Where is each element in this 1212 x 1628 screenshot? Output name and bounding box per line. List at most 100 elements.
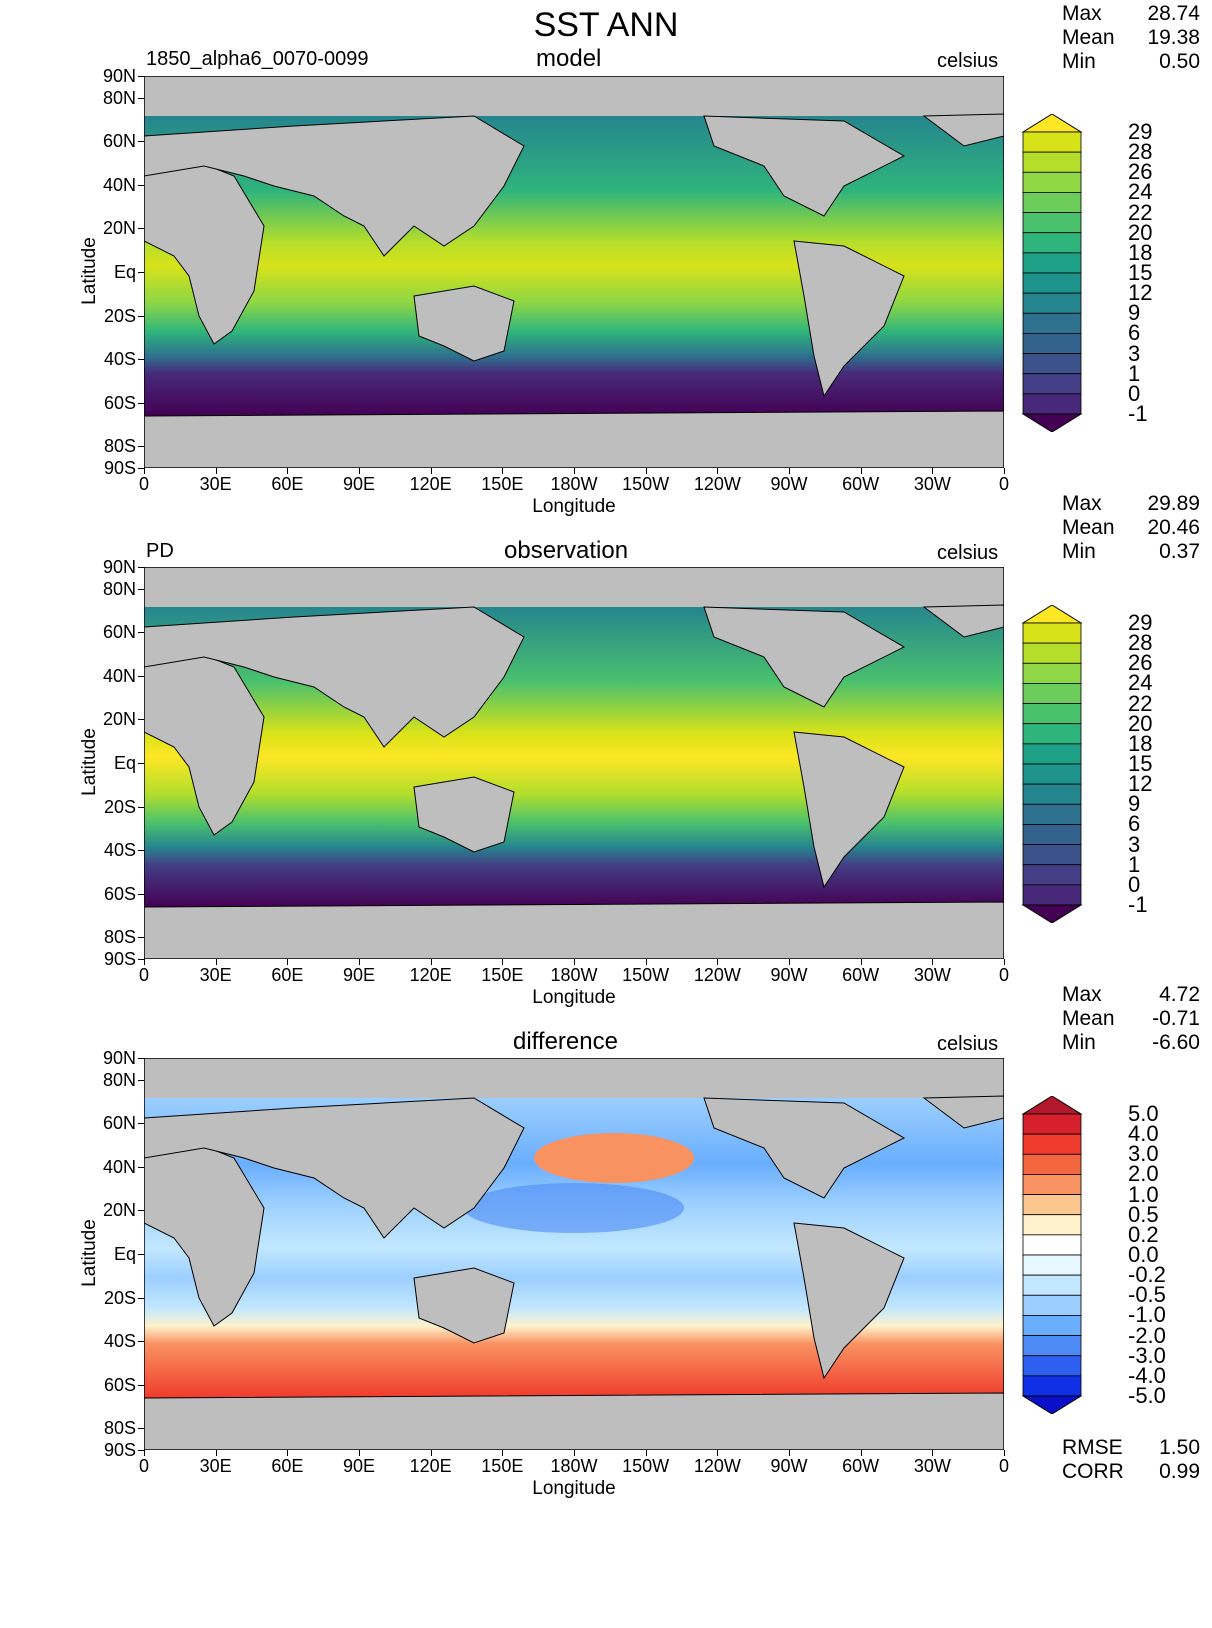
lat-tick-mark (138, 937, 144, 939)
panel-title-difference: difference (513, 1028, 618, 1055)
map-observation (144, 567, 1004, 959)
lat-tick-label: Eq (113, 1244, 136, 1264)
y-axis-title: Latitude (79, 1219, 100, 1287)
colorbar-label: 9 (1128, 300, 1141, 326)
lat-tick-mark (138, 763, 144, 764)
lon-tick-mark (359, 468, 360, 474)
colorbar-label: 3 (1128, 831, 1141, 857)
colorbar-label: 15 (1128, 751, 1153, 776)
lon-tick-label: 60E (271, 1456, 304, 1476)
lat-tick-label: 90S (103, 458, 136, 478)
lon-tick-label: 90W (770, 1456, 808, 1476)
lat-tick-label: 90N (102, 557, 136, 577)
lon-tick-mark (860, 1450, 862, 1456)
lat-tick-label: 20N (102, 218, 136, 239)
lon-tick-label: 180W (550, 474, 598, 494)
lon-tick-label: 0 (998, 474, 1009, 494)
colorbar-label: 12 (1128, 771, 1153, 797)
lat-tick-label: 90N (102, 1048, 136, 1068)
lon-tick-mark (932, 1450, 934, 1456)
colorbar-label: 5.0 (1128, 1101, 1159, 1126)
colorbar-swatch (1022, 212, 1082, 234)
lon-tick-mark (287, 468, 289, 474)
lon-tick-mark (215, 468, 217, 474)
lat-tick-mark (138, 1341, 144, 1343)
colorbar-swatch (1022, 312, 1082, 334)
lon-tick-label: 120W (693, 965, 741, 985)
lat-tick-mark (138, 402, 144, 404)
colorbar-swatch (1022, 803, 1082, 825)
stat-mean-model: 19.38 (1147, 26, 1200, 49)
map-difference (144, 1058, 1004, 1450)
colorbar-label: 29 (1128, 119, 1153, 144)
lat-tick-mark (138, 1297, 144, 1299)
lon-tick-label: 60W (842, 1456, 880, 1476)
lat-tick-mark (138, 1210, 144, 1212)
lon-tick-mark (932, 959, 934, 965)
stat-max-difference: 4.72 (1159, 983, 1200, 1006)
colorbar-swatch (1022, 783, 1082, 805)
colorbar-label: 15 (1128, 260, 1153, 285)
lon-tick-label: 30W (913, 965, 951, 985)
north-america-land (703, 1097, 906, 1199)
lat-tick-label: Eq (113, 753, 136, 773)
lat-tick-label: 40N (102, 665, 136, 686)
units-label-observation: celsius (937, 542, 999, 564)
lat-tick-mark (138, 719, 144, 721)
colorbar-label: 24 (1128, 670, 1153, 696)
colorbar-label: 6 (1128, 320, 1141, 346)
colorbar-label: 24 (1128, 179, 1153, 205)
lat-tick-label: 60S (103, 1374, 136, 1395)
lat-tick-label: 40S (103, 349, 136, 370)
lat-tick-mark (138, 1079, 144, 1081)
lon-tick-mark (502, 959, 504, 965)
colorbar-swatch (1022, 844, 1082, 866)
lon-tick-mark (860, 468, 862, 474)
lat-tick-label: 20S (103, 305, 136, 326)
lat-tick-label: 20N (102, 1200, 136, 1221)
colorbar-swatch (1022, 131, 1082, 153)
lon-tick-mark (789, 1450, 790, 1456)
australia-land (413, 1267, 515, 1344)
lon-tick-label: 30E (199, 965, 232, 985)
south-america-land (793, 731, 905, 889)
africa-land (144, 646, 265, 836)
colorbar-swatch (1022, 763, 1082, 785)
colorbar-swatch (1022, 1315, 1082, 1336)
greenland-land (922, 113, 1004, 147)
lat-tick-label: Eq (113, 262, 136, 282)
colorbar-label: 26 (1128, 159, 1153, 185)
lat-tick-mark (138, 632, 144, 634)
stat-mean-label-difference: Mean (1062, 1007, 1115, 1030)
case-label-observation: PD (146, 540, 174, 562)
lon-tick-mark (1004, 468, 1005, 474)
colorbar-label: -5.0 (1128, 1383, 1166, 1408)
lon-tick-label: 90E (342, 474, 376, 494)
figure-title: SST ANN (533, 6, 679, 44)
colorbar-swatch (1022, 703, 1082, 725)
stat-min-label-model: Min (1062, 50, 1096, 73)
lon-tick-mark (717, 959, 719, 965)
lon-tick-mark (430, 468, 432, 474)
colorbar-swatch (1022, 642, 1082, 664)
colorbar-label: 1 (1128, 360, 1141, 386)
colorbar-swatch (1022, 333, 1082, 354)
lat-tick-label: 60S (103, 392, 136, 413)
lat-tick-label: 60N (102, 622, 136, 643)
lat-tick-mark (138, 675, 144, 677)
lat-tick-mark (138, 315, 144, 317)
colorbar-label: 3.0 (1128, 1141, 1159, 1167)
antarctica-land (144, 1392, 1004, 1450)
lon-tick-mark (574, 959, 575, 965)
lat-tick-label: 80S (103, 927, 136, 948)
colorbar-swatch (1022, 252, 1082, 274)
colorbar-swatch (1022, 1214, 1082, 1236)
lon-tick-label: 30W (913, 1456, 951, 1476)
corr-value: 0.99 (1159, 1460, 1200, 1483)
colorbar-top-triangle (1022, 114, 1082, 133)
lat-tick-label: 40S (103, 1331, 136, 1352)
antarctica-land (144, 901, 1004, 959)
colorbar-label: 28 (1128, 630, 1153, 656)
panel-title-model: model (536, 45, 602, 72)
colorbar-swatch (1022, 1113, 1082, 1135)
